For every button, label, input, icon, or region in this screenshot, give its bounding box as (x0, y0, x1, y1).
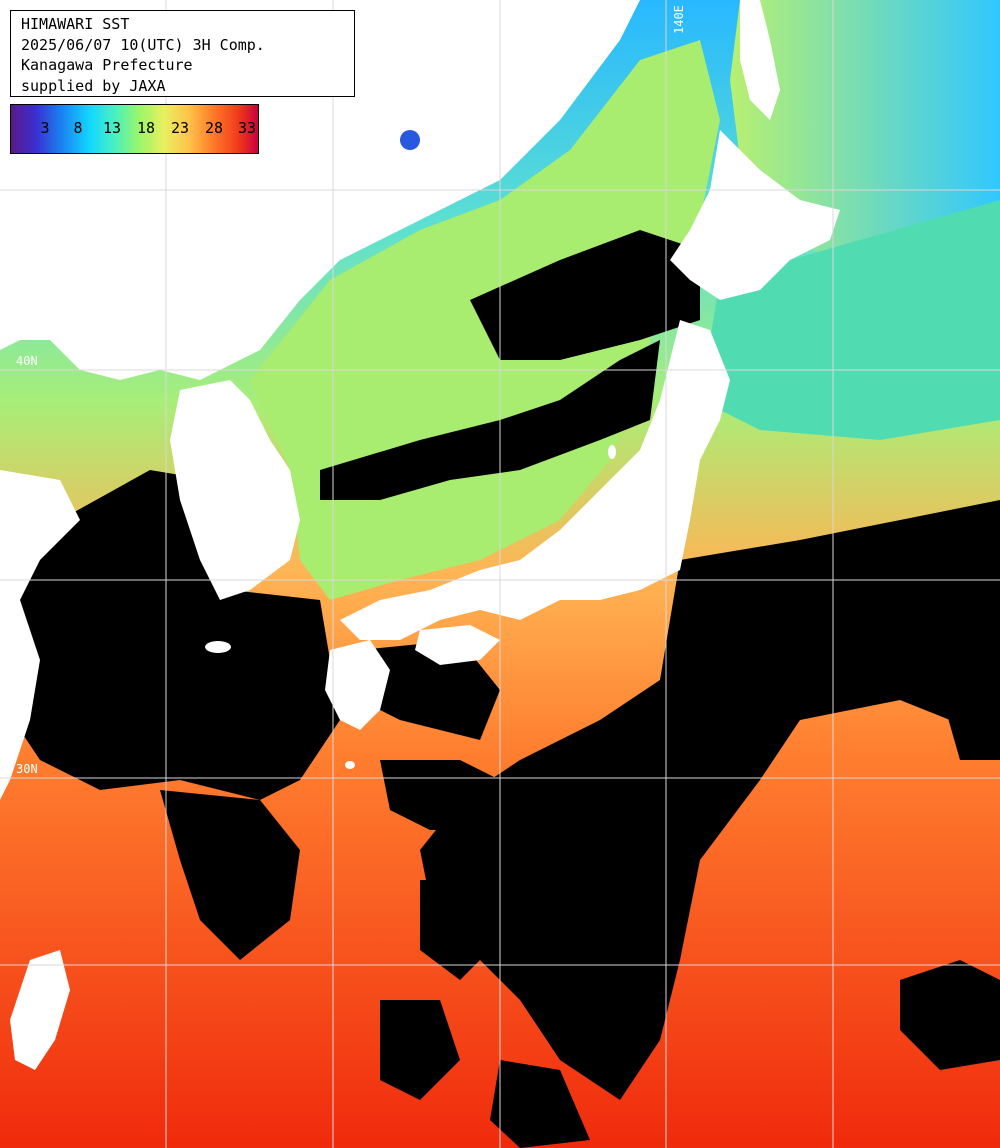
temperature-legend: 3 8 13 18 23 28 33 (10, 104, 259, 154)
jeju-island (205, 641, 231, 653)
title-region: Kanagawa Prefecture (21, 56, 193, 74)
tanegashima (345, 761, 355, 769)
title-source: supplied by JAXA (21, 76, 166, 95)
title-box: HIMAWARI SST 2025/06/07 10(UTC) 3H Comp.… (10, 10, 355, 97)
shikoku (415, 625, 500, 665)
sado-island (608, 445, 616, 459)
legend-label: 28 (204, 119, 224, 137)
lat-30n-label: 30N (16, 762, 38, 776)
taiwan (10, 950, 70, 1070)
legend-label: 13 (102, 119, 122, 137)
lon-140e-label: 140E (672, 5, 686, 34)
honshu (340, 320, 730, 640)
korean-peninsula (170, 380, 300, 600)
kyushu (325, 640, 390, 730)
legend-label: 3 (40, 119, 50, 137)
legend-label: 8 (73, 119, 83, 137)
cloud-cover (0, 230, 1000, 1148)
hokkaido (670, 130, 840, 300)
legend-label: 18 (136, 119, 156, 137)
cold-spot (400, 130, 420, 150)
sakhalin (740, 0, 780, 120)
legend-label: 33 (237, 119, 257, 137)
pacific-north-cool (700, 200, 1000, 440)
china-coast (0, 470, 80, 800)
title-product: HIMAWARI SST (21, 15, 130, 33)
lat-40n-label: 40N (16, 354, 38, 368)
legend-label: 23 (170, 119, 190, 137)
title-datetime: 2025/06/07 10(UTC) 3H Comp. (21, 35, 265, 54)
